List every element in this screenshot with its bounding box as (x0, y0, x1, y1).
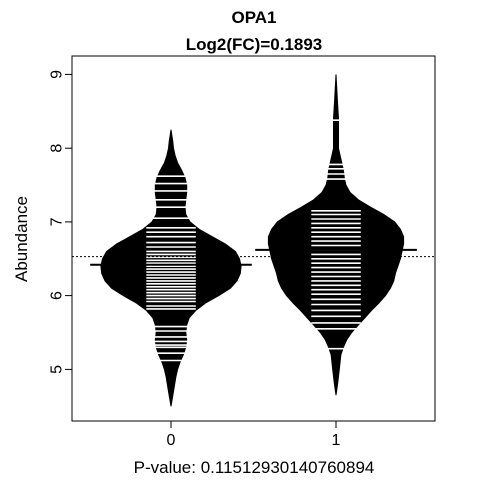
chart-title: OPA1 (231, 8, 276, 27)
y-tick-label: 8 (49, 144, 66, 153)
bean-group-1 (255, 74, 417, 396)
y-tick-label: 6 (49, 291, 66, 300)
bean-shape-1 (267, 74, 405, 396)
y-axis: 5 6 7 8 9 (49, 70, 72, 374)
y-tick-label: 5 (49, 365, 66, 374)
x-tick-label: 1 (332, 432, 341, 449)
bean-group-0 (90, 129, 252, 407)
beans-layer (90, 74, 417, 407)
y-axis-label: Abundance (12, 196, 31, 282)
y-tick-label: 9 (49, 70, 66, 79)
bean-shape-0 (100, 129, 242, 407)
plot-frame (71, 55, 436, 422)
x-tick-label: 0 (167, 432, 176, 449)
y-tick-label: 7 (49, 217, 66, 226)
x-axis-label: P-value: 0.11512930140760894 (134, 458, 375, 477)
chart-subtitle: Log2(FC)=0.1893 (186, 35, 323, 54)
